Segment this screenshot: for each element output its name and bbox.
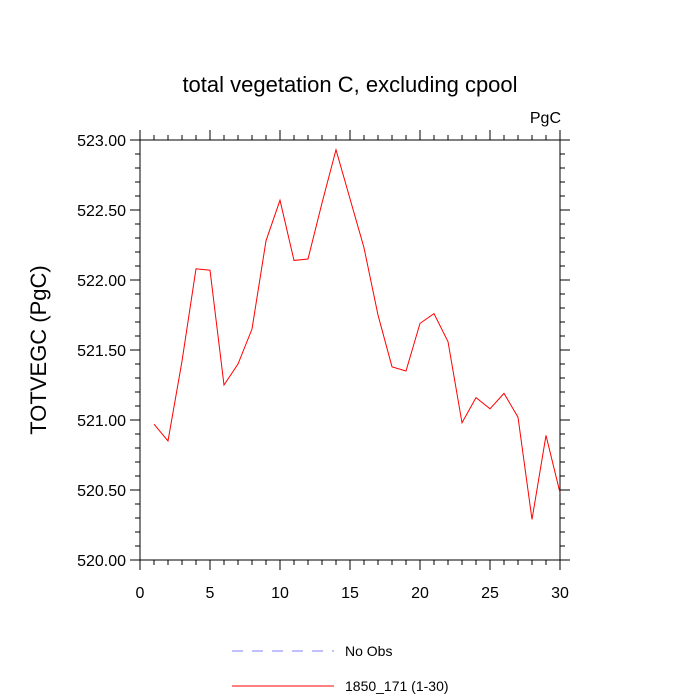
x-tick-label: 15: [341, 585, 359, 602]
y-tick-label: 522.00: [77, 273, 126, 290]
y-tick-label: 520.00: [77, 553, 126, 570]
x-tick-labels: 0 5 10 15 20 25 30: [136, 585, 569, 602]
y-tick-label: 521.50: [77, 343, 126, 360]
y-tick-labels: 520.00 520.50 521.00 521.50 522.00 522.50 523.…: [77, 133, 126, 570]
legend: No Obs 1850_171 (1-30): [232, 643, 449, 694]
x-tick-label: 25: [481, 585, 499, 602]
y-tick-label: 521.00: [77, 413, 126, 430]
x-tick-label: 30: [551, 585, 569, 602]
legend-label-no-obs: No Obs: [345, 643, 392, 659]
legend-label-1850-171: 1850_171 (1-30): [345, 678, 449, 694]
y-tick-label: 520.50: [77, 483, 126, 500]
series-layer: [153, 147, 561, 520]
y-axis-label: TOTVEGC (PgC): [26, 265, 51, 435]
plot-frame: [139, 139, 561, 561]
units-label: PgC: [530, 110, 561, 127]
chart-title: total vegetation C, excluding cpool: [182, 72, 517, 97]
x-tick-label: 0: [136, 585, 145, 602]
minor-ticks: [135, 135, 565, 565]
major-ticks: [130, 130, 570, 570]
x-tick-label: 10: [271, 585, 289, 602]
y-tick-label: 523.00: [77, 133, 126, 150]
series-line-1850-171-1-30-: [153, 147, 561, 520]
y-tick-label: 522.50: [77, 203, 126, 220]
x-tick-label: 20: [411, 585, 429, 602]
x-tick-label: 5: [206, 585, 215, 602]
